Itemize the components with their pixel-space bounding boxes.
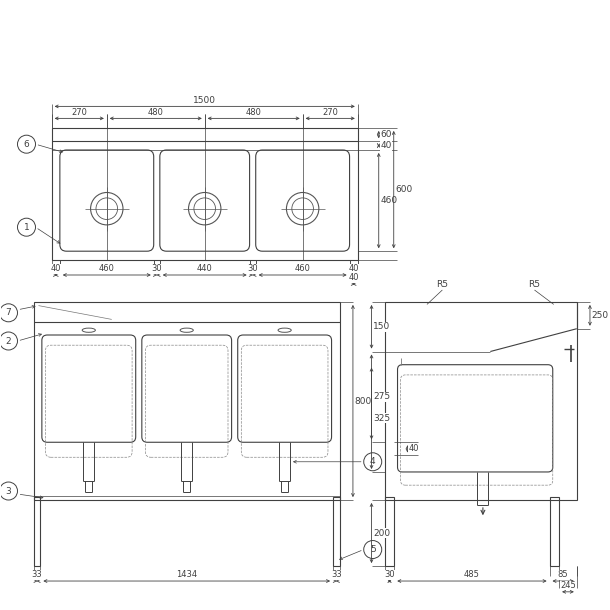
Text: 460: 460 — [295, 264, 310, 273]
Text: 85: 85 — [558, 570, 569, 580]
Text: 33: 33 — [331, 570, 342, 580]
Bar — [385, 302, 576, 500]
Text: 2: 2 — [5, 337, 12, 345]
Text: 480: 480 — [148, 107, 163, 117]
Text: 60: 60 — [381, 130, 392, 139]
Text: 800: 800 — [355, 396, 372, 406]
Text: 40: 40 — [409, 444, 419, 453]
Text: 440: 440 — [197, 264, 213, 273]
Bar — [34, 497, 40, 566]
Text: 270: 270 — [71, 107, 87, 117]
Text: 40: 40 — [381, 141, 392, 150]
Text: 6: 6 — [24, 140, 29, 149]
Text: 600: 600 — [395, 185, 413, 194]
Text: 200: 200 — [373, 528, 390, 537]
Text: 270: 270 — [322, 107, 338, 117]
Text: 40: 40 — [51, 264, 61, 273]
Text: 40: 40 — [348, 273, 359, 282]
Text: 485: 485 — [464, 570, 480, 580]
Text: 460: 460 — [381, 196, 398, 205]
Bar — [550, 497, 559, 566]
Text: 40: 40 — [348, 264, 359, 273]
Text: 1500: 1500 — [193, 96, 216, 104]
Bar — [333, 497, 340, 566]
Text: 3: 3 — [5, 487, 12, 495]
Text: 30: 30 — [247, 264, 258, 273]
Text: 7: 7 — [5, 308, 12, 317]
Text: 1434: 1434 — [176, 570, 197, 580]
Text: 150: 150 — [373, 322, 390, 331]
Text: 325: 325 — [373, 414, 390, 423]
Text: 460: 460 — [99, 264, 115, 273]
Text: 275: 275 — [373, 392, 390, 401]
Text: 250: 250 — [592, 311, 609, 320]
Text: R5: R5 — [528, 280, 540, 289]
Text: 33: 33 — [32, 570, 43, 580]
Bar — [385, 497, 394, 566]
Text: 30: 30 — [151, 264, 162, 273]
Text: 245: 245 — [560, 581, 576, 590]
Bar — [34, 302, 340, 500]
Text: 5: 5 — [370, 545, 376, 554]
Bar — [52, 128, 357, 260]
Text: R5: R5 — [436, 280, 448, 289]
Text: 4: 4 — [370, 458, 376, 466]
Text: 1: 1 — [24, 223, 29, 232]
Text: 30: 30 — [384, 570, 395, 580]
Text: 480: 480 — [246, 107, 262, 117]
